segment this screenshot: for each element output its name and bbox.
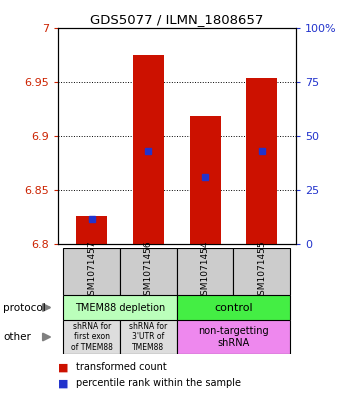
Bar bbox=[64, 320, 120, 354]
Text: control: control bbox=[214, 303, 253, 312]
Bar bbox=[190, 116, 221, 244]
Text: percentile rank within the sample: percentile rank within the sample bbox=[76, 378, 241, 388]
Bar bbox=[177, 295, 290, 320]
Bar bbox=[246, 78, 277, 244]
Text: ■: ■ bbox=[58, 362, 68, 373]
Text: GSM1071456: GSM1071456 bbox=[144, 241, 153, 301]
Text: TMEM88 depletion: TMEM88 depletion bbox=[75, 303, 165, 312]
Text: non-targetting
shRNA: non-targetting shRNA bbox=[198, 326, 269, 348]
Text: shRNA for
first exon
of TMEM88: shRNA for first exon of TMEM88 bbox=[71, 322, 113, 352]
Bar bbox=[133, 55, 164, 244]
Text: GSM1071454: GSM1071454 bbox=[201, 241, 210, 301]
Text: GSM1071457: GSM1071457 bbox=[87, 241, 96, 301]
Bar bbox=[64, 295, 177, 320]
Bar bbox=[177, 248, 234, 295]
Bar bbox=[120, 248, 177, 295]
Bar bbox=[120, 320, 177, 354]
Text: other: other bbox=[3, 332, 31, 342]
Text: protocol: protocol bbox=[3, 303, 46, 312]
Bar bbox=[76, 216, 107, 244]
Title: GDS5077 / ILMN_1808657: GDS5077 / ILMN_1808657 bbox=[90, 13, 264, 26]
Bar bbox=[64, 248, 120, 295]
Bar bbox=[177, 320, 290, 354]
Bar bbox=[234, 248, 290, 295]
Text: GSM1071455: GSM1071455 bbox=[257, 241, 266, 301]
Text: ■: ■ bbox=[58, 378, 68, 388]
Text: shRNA for
3'UTR of
TMEM88: shRNA for 3'UTR of TMEM88 bbox=[129, 322, 168, 352]
Text: transformed count: transformed count bbox=[76, 362, 167, 373]
